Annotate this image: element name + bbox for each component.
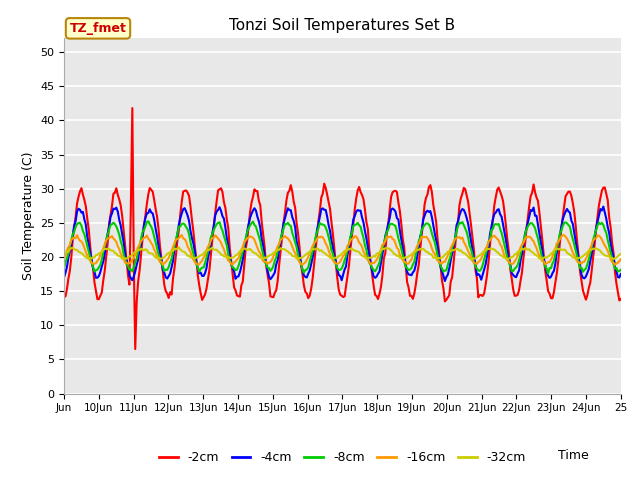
Line: -16cm: -16cm xyxy=(64,235,621,265)
Y-axis label: Soil Temperature (C): Soil Temperature (C) xyxy=(22,152,35,280)
-8cm xyxy=(79,228,87,234)
-4cm xyxy=(600,204,607,209)
-4cm xyxy=(441,278,449,284)
-16cm xyxy=(178,232,186,238)
-2cm xyxy=(616,298,623,303)
-2cm xyxy=(131,346,139,352)
-16cm xyxy=(458,235,466,240)
-8cm xyxy=(458,219,466,225)
-32cm xyxy=(60,251,68,256)
-8cm xyxy=(541,264,549,269)
Title: Tonzi Soil Temperatures Set B: Tonzi Soil Temperatures Set B xyxy=(229,18,456,33)
-8cm xyxy=(60,265,68,271)
-16cm xyxy=(60,256,68,262)
-4cm xyxy=(97,269,104,275)
-32cm xyxy=(458,250,466,255)
-32cm xyxy=(348,245,356,251)
Text: Time: Time xyxy=(558,449,589,462)
-32cm xyxy=(504,256,511,262)
Legend: -2cm, -4cm, -8cm, -16cm, -32cm: -2cm, -4cm, -8cm, -16cm, -32cm xyxy=(154,446,531,469)
-16cm xyxy=(616,258,623,264)
-8cm xyxy=(348,230,356,236)
-16cm xyxy=(79,241,87,247)
-32cm xyxy=(617,251,625,257)
-2cm xyxy=(129,105,136,111)
-4cm xyxy=(346,237,354,242)
-4cm xyxy=(458,206,466,212)
-16cm xyxy=(541,261,549,267)
Text: TZ_fmet: TZ_fmet xyxy=(70,22,127,35)
-4cm xyxy=(79,209,87,215)
-16cm xyxy=(97,252,104,258)
-16cm xyxy=(611,262,619,268)
Line: -8cm: -8cm xyxy=(64,221,621,274)
-4cm xyxy=(541,262,549,268)
-8cm xyxy=(145,218,152,224)
-32cm xyxy=(79,252,87,257)
-2cm xyxy=(543,277,550,283)
-2cm xyxy=(79,192,87,197)
-4cm xyxy=(616,275,623,280)
-4cm xyxy=(617,271,625,277)
-32cm xyxy=(97,250,104,255)
-2cm xyxy=(349,222,357,228)
-16cm xyxy=(348,236,356,242)
Line: -2cm: -2cm xyxy=(64,108,621,349)
-2cm xyxy=(460,185,468,191)
-2cm xyxy=(617,296,625,302)
-32cm xyxy=(175,244,182,250)
-2cm xyxy=(97,293,104,299)
-16cm xyxy=(617,256,625,262)
-2cm xyxy=(60,294,68,300)
Line: -32cm: -32cm xyxy=(64,247,621,259)
-32cm xyxy=(616,252,623,258)
-8cm xyxy=(617,267,625,273)
-32cm xyxy=(543,255,550,261)
Line: -4cm: -4cm xyxy=(64,206,621,281)
-8cm xyxy=(97,262,104,268)
-8cm xyxy=(616,268,623,274)
-8cm xyxy=(544,271,552,276)
-4cm xyxy=(60,275,68,280)
